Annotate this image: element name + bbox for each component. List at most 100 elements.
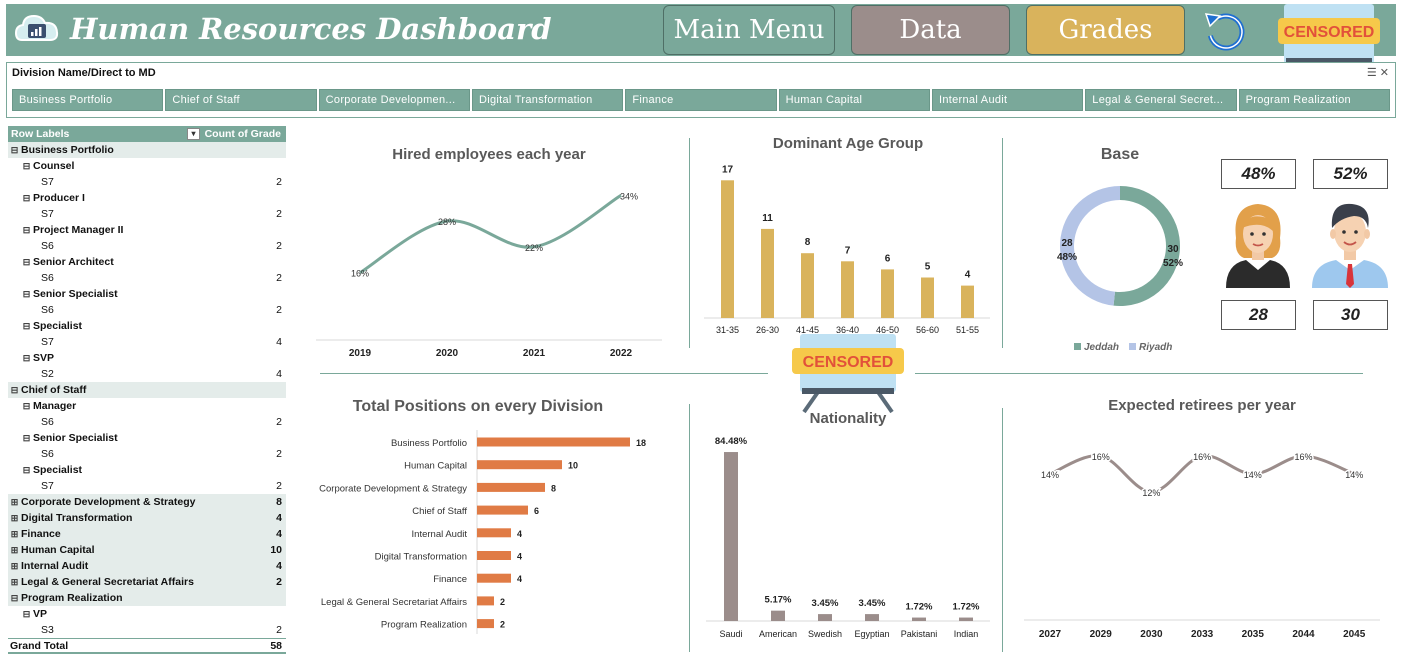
collapse-icon[interactable]: ⊟ xyxy=(22,288,31,299)
pivot-row-grade: S7 4 xyxy=(8,334,286,350)
row-labels-filter-icon[interactable]: ▾ xyxy=(187,128,200,140)
pivot-row-label: S7 xyxy=(41,208,54,220)
pivot-row-job[interactable]: ⊟ Senior Specialist xyxy=(8,430,286,446)
slicer-item[interactable]: Program Realization xyxy=(1238,89,1390,111)
pivot-row-div[interactable]: ⊞ Internal Audit 4 xyxy=(8,558,286,574)
collapse-icon[interactable]: ⊟ xyxy=(22,256,31,267)
refresh-icon[interactable] xyxy=(1202,8,1248,52)
slicer-item[interactable]: Finance xyxy=(625,89,777,111)
pivot-row-grade: S6 2 xyxy=(8,446,286,462)
pivot-row-grade: S7 2 xyxy=(8,174,286,190)
collapse-icon[interactable]: ⊟ xyxy=(22,608,31,619)
clear-filter-icon[interactable]: ☰ ✕ xyxy=(1366,67,1389,79)
base-pct-label: 48% xyxy=(1057,252,1077,263)
positions-bar xyxy=(477,437,630,447)
collapse-icon[interactable]: ⊟ xyxy=(22,464,31,475)
positions-data-label: 2 xyxy=(500,597,505,607)
collapse-icon[interactable]: ⊟ xyxy=(10,384,19,395)
slicer-item[interactable]: Legal & General Secret... xyxy=(1085,89,1237,111)
base-value-label: 28 xyxy=(1061,238,1073,249)
nationality-bar xyxy=(724,452,738,621)
hired-line-chart: 16% 2019 28% 2020 22% 2021 34% 2022 xyxy=(316,191,662,359)
nationality-data-label: 1.72% xyxy=(906,602,933,613)
pivot-row-div[interactable]: ⊞ Human Capital 10 xyxy=(8,542,286,558)
separator xyxy=(1002,408,1003,652)
collapse-icon[interactable]: ⊟ xyxy=(22,224,31,235)
positions-bar xyxy=(477,460,562,470)
pivot-row-div[interactable]: ⊟ Chief of Staff xyxy=(8,382,286,398)
pivot-row-div[interactable]: ⊞ Legal & General Secretariat Affairs 2 xyxy=(8,574,286,590)
pivot-row-value: 4 xyxy=(276,336,282,348)
expand-icon[interactable]: ⊞ xyxy=(10,528,19,539)
separator xyxy=(689,138,690,348)
expand-icon[interactable]: ⊞ xyxy=(10,560,19,571)
expand-icon[interactable]: ⊞ xyxy=(10,512,19,523)
pivot-row-div[interactable]: ⊞ Corporate Development & Strategy 8 xyxy=(8,494,286,510)
base-slice xyxy=(1059,186,1120,306)
collapse-icon[interactable]: ⊟ xyxy=(22,400,31,411)
collapse-icon[interactable]: ⊟ xyxy=(10,592,19,603)
pivot-row-job[interactable]: ⊟ Senior Specialist xyxy=(8,286,286,302)
pivot-row-grade: S2 4 xyxy=(8,366,286,382)
retirees-data-label: 14% xyxy=(1244,470,1262,480)
pivot-row-job[interactable]: ⊟ Counsel xyxy=(8,158,286,174)
expand-icon[interactable]: ⊞ xyxy=(10,576,19,587)
pivot-row-label: Counsel xyxy=(33,160,75,172)
positions-bar xyxy=(477,596,494,606)
pivot-row-job[interactable]: ⊟ Manager xyxy=(8,398,286,414)
hired-data-label: 16% xyxy=(351,269,369,279)
age-x-tick-label: 31-35 xyxy=(716,325,739,335)
age-x-tick-label: 36-40 xyxy=(836,325,859,335)
pivot-row-grade: S6 2 xyxy=(8,414,286,430)
retirees-x-tick-label: 2027 xyxy=(1039,629,1062,640)
slicer-item[interactable]: Human Capital xyxy=(778,89,930,111)
pivot-row-value: 2 xyxy=(276,208,282,220)
pivot-row-grade: S6 2 xyxy=(8,302,286,318)
pivot-row-label: Senior Specialist xyxy=(33,432,118,444)
pivot-row-job[interactable]: ⊟ VP xyxy=(8,606,286,622)
pivot-row-job[interactable]: ⊟ Project Manager II xyxy=(8,222,286,238)
data-button[interactable]: Data xyxy=(851,5,1010,55)
slicer-item[interactable]: Internal Audit xyxy=(931,89,1084,111)
pivot-row-label: Producer I xyxy=(33,192,85,204)
collapse-icon[interactable]: ⊟ xyxy=(22,352,31,363)
pivot-row-label: SVP xyxy=(33,352,55,364)
base-pct-label: 52% xyxy=(1163,258,1183,269)
pivot-row-div[interactable]: ⊟ Program Realization xyxy=(8,590,286,606)
collapse-icon[interactable]: ⊟ xyxy=(22,432,31,443)
nationality-bar xyxy=(959,617,973,621)
age-x-tick-label: 51-55 xyxy=(956,325,979,335)
collapse-icon[interactable]: ⊟ xyxy=(22,320,31,331)
retirees-x-tick-label: 2045 xyxy=(1343,629,1366,640)
pivot-row-div[interactable]: ⊟ Business Portfolio xyxy=(8,142,286,158)
pivot-row-job[interactable]: ⊟ SVP xyxy=(8,350,286,366)
slicer-item[interactable]: Business Portfolio xyxy=(12,89,164,111)
pivot-row-job[interactable]: ⊟ Specialist xyxy=(8,318,286,334)
collapse-icon[interactable]: ⊟ xyxy=(10,144,19,155)
pivot-row-value: 10 xyxy=(270,544,282,556)
pivot-row-div[interactable]: ⊞ Digital Transformation 4 xyxy=(8,510,286,526)
base-legend: Jeddah Riyadh xyxy=(1074,342,1172,353)
pivot-row-div[interactable]: ⊞ Finance 4 xyxy=(8,526,286,542)
positions-bar xyxy=(477,619,494,629)
pivot-row-label: Finance xyxy=(21,528,61,540)
pivot-row-job[interactable]: ⊟ Senior Architect xyxy=(8,254,286,270)
expand-icon[interactable]: ⊞ xyxy=(10,544,19,555)
pivot-row-label: S6 xyxy=(41,448,54,460)
male-percentage: 52% xyxy=(1313,159,1388,189)
slicer-item[interactable]: Chief of Staff xyxy=(165,89,317,111)
pivot-row-job[interactable]: ⊟ Specialist xyxy=(8,462,286,478)
slicer-buttons: Business Portfolio Chief of Staff Corporat… xyxy=(12,89,1390,111)
pivot-row-job[interactable]: ⊟ Producer I xyxy=(8,190,286,206)
collapse-icon[interactable]: ⊟ xyxy=(22,160,31,171)
expand-icon[interactable]: ⊞ xyxy=(10,496,19,507)
slicer-item[interactable]: Corporate Developmen... xyxy=(318,89,470,111)
collapse-icon[interactable]: ⊟ xyxy=(22,192,31,203)
hired-chart-title: Hired employees each year xyxy=(392,146,586,163)
grades-button[interactable]: Grades xyxy=(1026,5,1185,55)
grand-total-label: Grand Total xyxy=(10,639,69,652)
main-menu-button[interactable]: Main Menu xyxy=(663,5,835,55)
retirees-x-tick-label: 2030 xyxy=(1140,629,1163,640)
nationality-x-tick-label: Swedish xyxy=(808,629,842,639)
slicer-item[interactable]: Digital Transformation xyxy=(471,89,624,111)
